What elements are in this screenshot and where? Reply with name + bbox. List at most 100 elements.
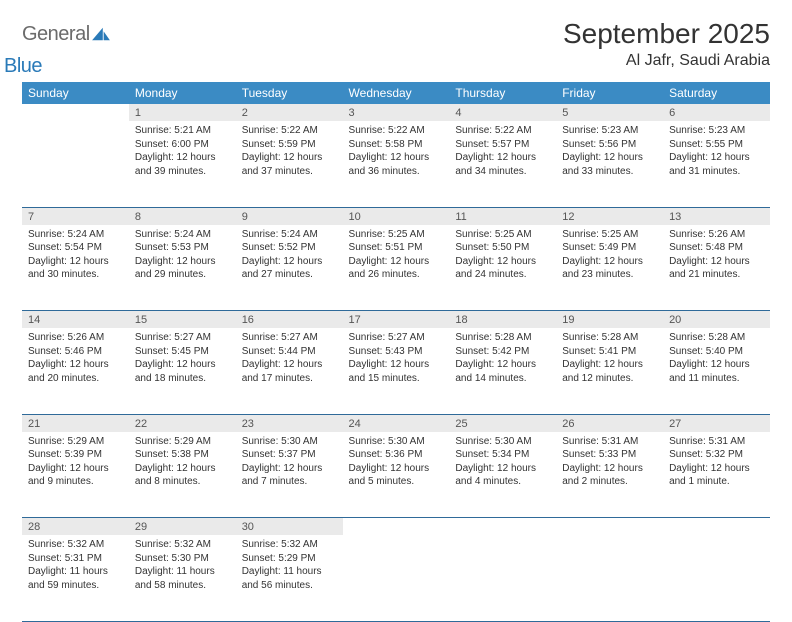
day-content-row: Sunrise: 5:26 AMSunset: 5:46 PMDaylight:… (22, 328, 770, 414)
day-cell: Sunrise: 5:31 AMSunset: 5:33 PMDaylight:… (556, 432, 663, 518)
day-cell (663, 535, 770, 621)
weekday-header: Wednesday (343, 82, 450, 104)
day-number-cell: 22 (129, 414, 236, 432)
day-details: Sunrise: 5:25 AMSunset: 5:50 PMDaylight:… (449, 225, 556, 288)
day-cell: Sunrise: 5:32 AMSunset: 5:31 PMDaylight:… (22, 535, 129, 621)
day-details: Sunrise: 5:22 AMSunset: 5:59 PMDaylight:… (236, 121, 343, 184)
day-cell: Sunrise: 5:24 AMSunset: 5:54 PMDaylight:… (22, 225, 129, 311)
day-number-cell: 29 (129, 518, 236, 536)
day-number-cell: 1 (129, 104, 236, 121)
day-number-cell: 24 (343, 414, 450, 432)
day-details: Sunrise: 5:25 AMSunset: 5:51 PMDaylight:… (343, 225, 450, 288)
day-number-cell: 10 (343, 207, 450, 225)
weekday-header: Thursday (449, 82, 556, 104)
day-cell (556, 535, 663, 621)
day-details: Sunrise: 5:32 AMSunset: 5:29 PMDaylight:… (236, 535, 343, 598)
day-details: Sunrise: 5:23 AMSunset: 5:55 PMDaylight:… (663, 121, 770, 184)
day-number-cell: 23 (236, 414, 343, 432)
day-cell (22, 121, 129, 207)
day-cell: Sunrise: 5:32 AMSunset: 5:29 PMDaylight:… (236, 535, 343, 621)
calendar-page: General Blue September 2025 Al Jafr, Sau… (0, 0, 792, 622)
day-cell: Sunrise: 5:29 AMSunset: 5:39 PMDaylight:… (22, 432, 129, 518)
day-details: Sunrise: 5:24 AMSunset: 5:54 PMDaylight:… (22, 225, 129, 288)
month-title: September 2025 (563, 18, 770, 50)
calendar-table: SundayMondayTuesdayWednesdayThursdayFrid… (22, 82, 770, 622)
day-number-cell: 18 (449, 311, 556, 329)
day-number-cell: 21 (22, 414, 129, 432)
day-cell: Sunrise: 5:25 AMSunset: 5:49 PMDaylight:… (556, 225, 663, 311)
day-cell: Sunrise: 5:22 AMSunset: 5:58 PMDaylight:… (343, 121, 450, 207)
day-number-row: 123456 (22, 104, 770, 121)
day-details: Sunrise: 5:28 AMSunset: 5:42 PMDaylight:… (449, 328, 556, 391)
day-cell: Sunrise: 5:27 AMSunset: 5:44 PMDaylight:… (236, 328, 343, 414)
title-block: September 2025 Al Jafr, Saudi Arabia (563, 18, 770, 70)
day-details: Sunrise: 5:32 AMSunset: 5:31 PMDaylight:… (22, 535, 129, 598)
day-content-row: Sunrise: 5:21 AMSunset: 6:00 PMDaylight:… (22, 121, 770, 207)
day-cell: Sunrise: 5:28 AMSunset: 5:42 PMDaylight:… (449, 328, 556, 414)
day-number-cell (556, 518, 663, 536)
day-details: Sunrise: 5:30 AMSunset: 5:36 PMDaylight:… (343, 432, 450, 495)
day-number-cell: 28 (22, 518, 129, 536)
weekday-header: Sunday (22, 82, 129, 104)
page-header: General Blue September 2025 Al Jafr, Sau… (22, 18, 770, 70)
day-cell: Sunrise: 5:25 AMSunset: 5:51 PMDaylight:… (343, 225, 450, 311)
brand-logo: General Blue (22, 18, 112, 62)
day-cell: Sunrise: 5:30 AMSunset: 5:36 PMDaylight:… (343, 432, 450, 518)
day-number-row: 14151617181920 (22, 311, 770, 329)
day-number-cell: 25 (449, 414, 556, 432)
day-details: Sunrise: 5:24 AMSunset: 5:52 PMDaylight:… (236, 225, 343, 288)
day-number-cell: 4 (449, 104, 556, 121)
day-cell: Sunrise: 5:27 AMSunset: 5:45 PMDaylight:… (129, 328, 236, 414)
day-content-row: Sunrise: 5:24 AMSunset: 5:54 PMDaylight:… (22, 225, 770, 311)
day-number-cell: 26 (556, 414, 663, 432)
weekday-header: Tuesday (236, 82, 343, 104)
day-cell: Sunrise: 5:30 AMSunset: 5:34 PMDaylight:… (449, 432, 556, 518)
day-cell: Sunrise: 5:28 AMSunset: 5:40 PMDaylight:… (663, 328, 770, 414)
day-number-cell (663, 518, 770, 536)
day-cell: Sunrise: 5:26 AMSunset: 5:46 PMDaylight:… (22, 328, 129, 414)
day-details: Sunrise: 5:27 AMSunset: 5:45 PMDaylight:… (129, 328, 236, 391)
day-cell: Sunrise: 5:24 AMSunset: 5:53 PMDaylight:… (129, 225, 236, 311)
day-content-row: Sunrise: 5:29 AMSunset: 5:39 PMDaylight:… (22, 432, 770, 518)
brand-sail-icon (90, 26, 112, 42)
day-cell: Sunrise: 5:24 AMSunset: 5:52 PMDaylight:… (236, 225, 343, 311)
day-cell: Sunrise: 5:27 AMSunset: 5:43 PMDaylight:… (343, 328, 450, 414)
day-details: Sunrise: 5:27 AMSunset: 5:44 PMDaylight:… (236, 328, 343, 391)
day-details: Sunrise: 5:30 AMSunset: 5:37 PMDaylight:… (236, 432, 343, 495)
day-cell: Sunrise: 5:32 AMSunset: 5:30 PMDaylight:… (129, 535, 236, 621)
day-number-cell: 20 (663, 311, 770, 329)
day-number-cell: 13 (663, 207, 770, 225)
day-number-cell: 7 (22, 207, 129, 225)
day-cell: Sunrise: 5:23 AMSunset: 5:56 PMDaylight:… (556, 121, 663, 207)
day-number-cell (449, 518, 556, 536)
day-number-cell: 9 (236, 207, 343, 225)
weekday-row: SundayMondayTuesdayWednesdayThursdayFrid… (22, 82, 770, 104)
day-number-cell: 2 (236, 104, 343, 121)
day-details: Sunrise: 5:21 AMSunset: 6:00 PMDaylight:… (129, 121, 236, 184)
location-label: Al Jafr, Saudi Arabia (563, 52, 770, 70)
day-details: Sunrise: 5:27 AMSunset: 5:43 PMDaylight:… (343, 328, 450, 391)
day-details: Sunrise: 5:28 AMSunset: 5:41 PMDaylight:… (556, 328, 663, 391)
day-number-cell (343, 518, 450, 536)
day-cell: Sunrise: 5:28 AMSunset: 5:41 PMDaylight:… (556, 328, 663, 414)
day-number-cell: 5 (556, 104, 663, 121)
weekday-header: Friday (556, 82, 663, 104)
calendar-head: SundayMondayTuesdayWednesdayThursdayFrid… (22, 82, 770, 104)
day-details: Sunrise: 5:23 AMSunset: 5:56 PMDaylight:… (556, 121, 663, 184)
day-number-cell: 12 (556, 207, 663, 225)
day-number-cell: 11 (449, 207, 556, 225)
day-number-row: 78910111213 (22, 207, 770, 225)
brand-word-2: Blue (4, 55, 42, 77)
day-details: Sunrise: 5:31 AMSunset: 5:33 PMDaylight:… (556, 432, 663, 495)
day-number-cell: 17 (343, 311, 450, 329)
calendar-body: 123456 Sunrise: 5:21 AMSunset: 6:00 PMDa… (22, 104, 770, 621)
day-details: Sunrise: 5:24 AMSunset: 5:53 PMDaylight:… (129, 225, 236, 288)
day-cell: Sunrise: 5:23 AMSunset: 5:55 PMDaylight:… (663, 121, 770, 207)
day-details: Sunrise: 5:26 AMSunset: 5:48 PMDaylight:… (663, 225, 770, 288)
day-cell: Sunrise: 5:30 AMSunset: 5:37 PMDaylight:… (236, 432, 343, 518)
day-number-row: 21222324252627 (22, 414, 770, 432)
day-number-cell: 8 (129, 207, 236, 225)
day-number-cell: 3 (343, 104, 450, 121)
day-cell: Sunrise: 5:22 AMSunset: 5:57 PMDaylight:… (449, 121, 556, 207)
day-details: Sunrise: 5:22 AMSunset: 5:58 PMDaylight:… (343, 121, 450, 184)
